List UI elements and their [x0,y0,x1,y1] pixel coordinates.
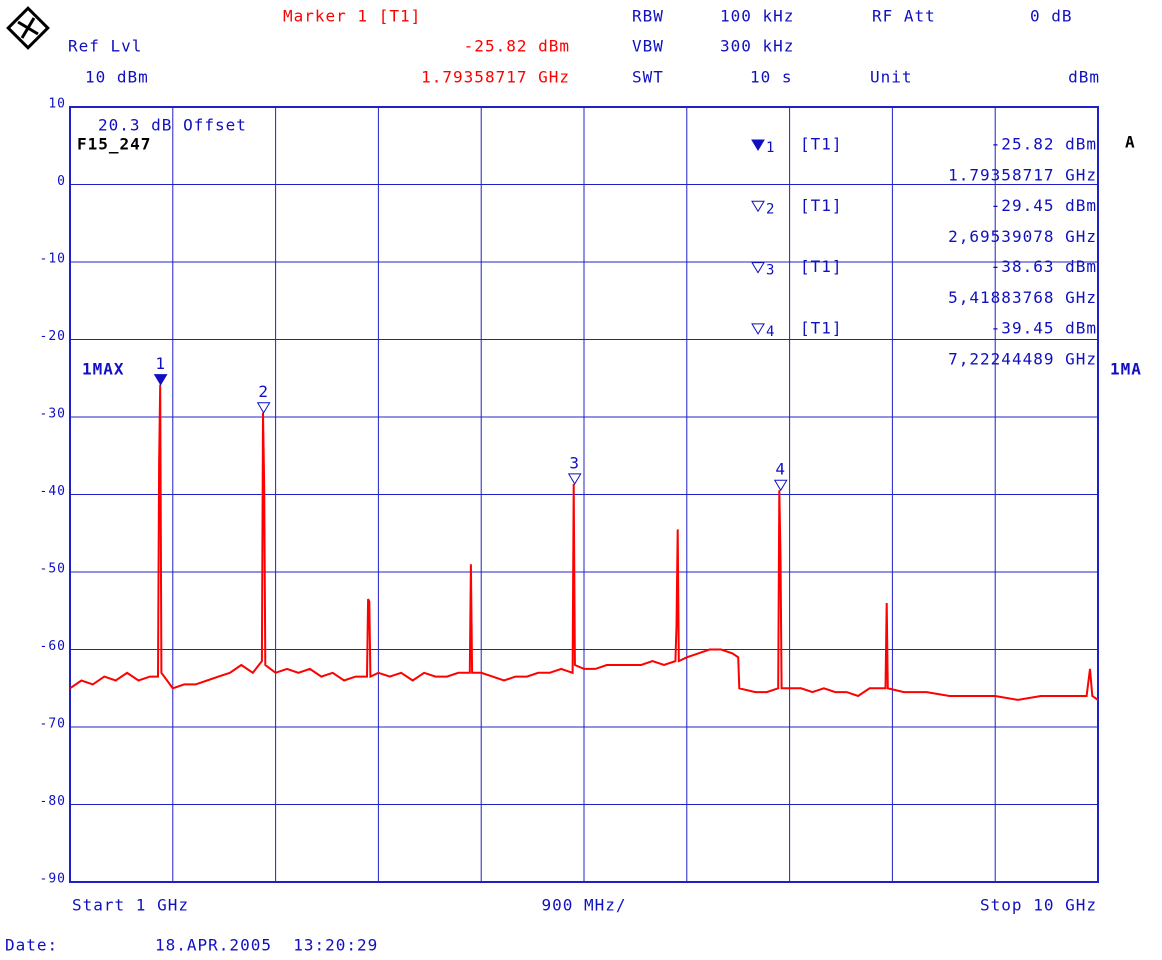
table-marker-symbol [751,200,765,213]
y-tick-label: -60 [40,639,66,654]
marker [773,479,788,492]
file-name: F15_247 [77,135,151,154]
marker-freq: 1.79358717 GHz [421,68,570,87]
logo [6,6,50,50]
rf-att-label: RF Att [872,7,936,26]
y-tick-label: 10 [48,97,66,112]
y-tick-label: -90 [40,872,66,887]
table-trace: [T1] [800,135,843,154]
stop-label: Stop 10 GHz [980,896,1097,915]
table-marker-symbol [751,139,765,151]
offset-note: 20.3 dB Offset [98,116,247,135]
rbw-value: 100 kHz [720,7,794,26]
marker-label: 2 [258,382,269,401]
y-tick-label: -10 [40,252,66,267]
table-trace: [T1] [800,196,843,215]
table-trace: [T1] [800,257,843,276]
table-trace: [T1] [800,318,843,337]
table-level: -38.63 dBm [991,257,1097,276]
marker-level: -25.82 dBm [464,37,570,56]
table-freq: 1.79358717 GHz [948,166,1097,185]
vbw-label: VBW [632,37,664,56]
trace-side: 1MA [1110,360,1142,379]
side-letter: A [1125,133,1136,152]
table-freq: 2,69539078 GHz [948,227,1097,246]
trace [69,384,1099,701]
ref-lvl-value: 10 dBm [85,68,149,87]
table-level: -29.45 dBm [991,196,1097,215]
table-level: -25.82 dBm [991,135,1097,154]
marker [256,402,271,414]
table-marker-number: 4 [766,324,775,340]
swt-value: 10 s [750,68,793,87]
rf-att-value: 0 dB [1030,7,1073,26]
table-marker-symbol [751,262,765,274]
marker [153,374,168,386]
y-tick-label: -30 [40,407,66,422]
start-label: Start 1 GHz [72,896,189,915]
unit-value: dBm [1068,68,1100,87]
y-tick-label: -50 [40,562,66,577]
rbw-label: RBW [632,7,664,26]
y-tick-label: -80 [40,794,66,809]
y-tick-label: -20 [40,329,66,344]
marker-title: Marker 1 [T1] [283,7,421,26]
marker-label: 1 [155,354,166,373]
marker-label: 4 [775,460,786,479]
table-marker-number: 2 [766,201,775,217]
y-tick-label: -70 [40,717,66,732]
span-label: 900 MHz/ [541,896,626,915]
table-marker-number: 1 [766,140,775,156]
y-tick-label: -40 [40,484,66,499]
marker-label: 3 [569,453,580,472]
trace-label: 1MAX [82,360,125,379]
table-marker-number: 3 [766,263,775,279]
ref-lvl-label: Ref Lvl [68,37,142,56]
marker [567,473,582,485]
vbw-value: 300 kHz [720,37,794,56]
table-freq: 7,22244489 GHz [948,349,1097,368]
unit-label: Unit [870,68,913,87]
y-tick-label: 0 [57,174,66,189]
swt-label: SWT [632,68,664,87]
date: 18.APR.2005 13:20:29 [155,936,378,955]
table-freq: 5,41883768 GHz [948,288,1097,307]
table-level: -39.45 dBm [991,318,1097,337]
date-label: Date: [5,936,58,955]
table-marker-symbol [751,323,765,335]
